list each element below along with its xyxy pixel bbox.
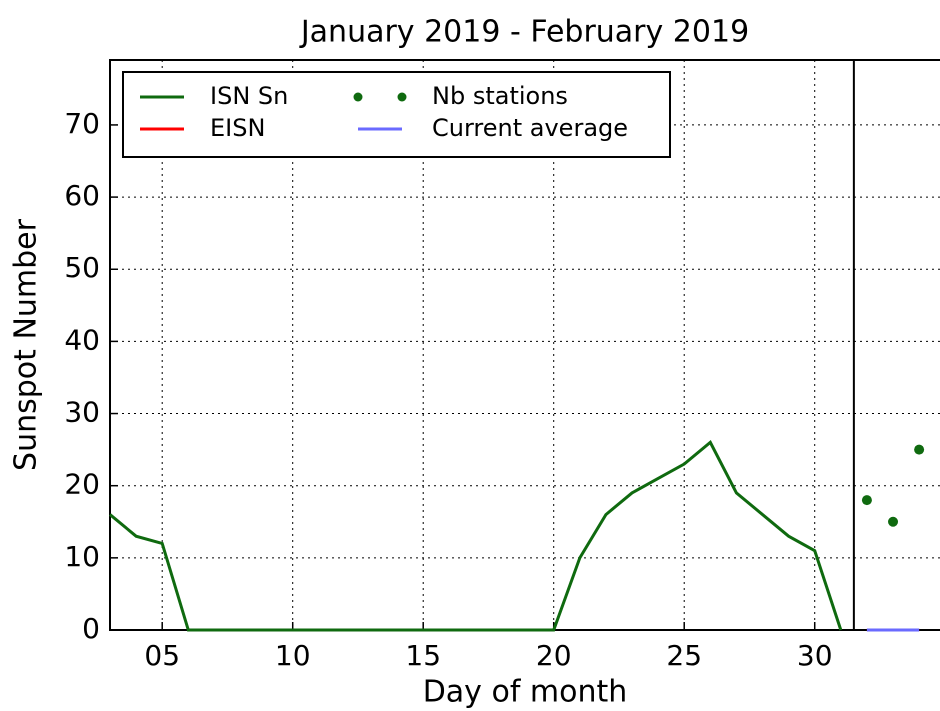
legend-label: Current average — [432, 114, 628, 142]
legend-box — [122, 71, 671, 158]
legend-label: EISN — [210, 114, 265, 142]
data-line — [109, 440, 843, 632]
y-tick-label: 20 — [64, 468, 100, 501]
data-point — [888, 516, 899, 527]
data-point — [914, 444, 925, 455]
chart-title: January 2019 - February 2019 — [299, 15, 749, 50]
legend-marker — [397, 92, 407, 102]
x-tick-label: 20 — [536, 639, 572, 672]
x-tick-label: 30 — [797, 639, 833, 672]
legend-marker — [353, 92, 363, 102]
y-axis-label: Sunspot Number — [9, 218, 44, 471]
y-tick-label: 40 — [64, 323, 100, 356]
y-tick-label: 0 — [82, 612, 100, 645]
x-axis-label: Day of month — [423, 675, 628, 710]
x-tick-label: 25 — [666, 639, 702, 672]
legend-label: ISN Sn — [210, 82, 288, 110]
y-tick-label: 50 — [64, 251, 100, 284]
x-tick-label: 15 — [405, 639, 441, 672]
y-tick-label: 30 — [64, 396, 100, 429]
legend-label: Nb stations — [432, 82, 568, 110]
x-tick-label: 10 — [275, 639, 311, 672]
y-tick-label: 10 — [64, 540, 100, 573]
x-tick-label: 05 — [144, 639, 180, 672]
y-tick-label: 70 — [64, 107, 100, 140]
y-tick-label: 60 — [64, 179, 100, 212]
data-point — [861, 495, 872, 506]
